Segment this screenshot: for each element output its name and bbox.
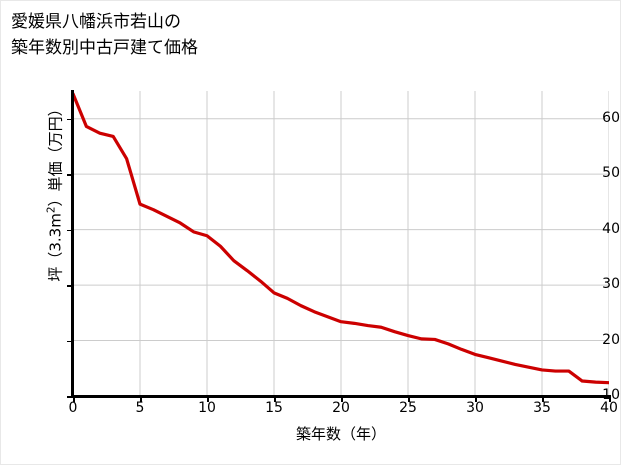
y-tick-mark — [67, 229, 72, 232]
y-tick-label: 10 — [602, 387, 620, 403]
x-axis-line — [71, 395, 611, 398]
y-tick-label: 50 — [602, 165, 620, 182]
plot-area — [73, 91, 609, 396]
x-tick-label: 30 — [466, 400, 484, 416]
x-tick-label: 20 — [332, 400, 350, 416]
y-tick-mark — [67, 396, 72, 398]
x-tick-label: 10 — [198, 400, 216, 416]
x-tick-mark — [341, 397, 343, 402]
x-tick-label: 40 — [600, 400, 618, 416]
x-axis-label: 築年数（年） — [295, 425, 386, 443]
chart-title: 愛媛県八幡浜市若山の 築年数別中古戸建て価格 — [11, 12, 198, 58]
y-tick-label: 60 — [602, 109, 620, 126]
x-tick-label: 15 — [265, 400, 283, 416]
plot-svg — [73, 91, 609, 396]
x-tick-mark — [274, 397, 276, 402]
y-tick-label: 40 — [602, 220, 620, 237]
price-line-series — [73, 92, 609, 385]
x-tick-mark — [207, 397, 209, 402]
y-tick-mark — [67, 118, 72, 121]
x-tick-label: 25 — [399, 400, 417, 416]
y-tick-mark — [67, 174, 72, 176]
y-axis-label: 坪（3.3m2）単価（万円） — [45, 101, 65, 282]
vertical-gridlines — [73, 91, 609, 396]
x-tick-mark — [140, 397, 142, 402]
x-tick-mark — [408, 397, 410, 402]
y-tick-mark — [67, 285, 72, 287]
x-tick-mark — [542, 397, 544, 402]
x-tick-label: 5 — [135, 400, 145, 416]
x-tick-label: 35 — [533, 400, 551, 416]
x-tick-mark — [475, 397, 477, 402]
y-tick-label: 20 — [602, 331, 620, 348]
y-tick-mark — [67, 340, 72, 343]
x-tick-mark — [73, 397, 75, 402]
x-tick-label: 0 — [68, 400, 78, 416]
y-tick-label: 30 — [602, 276, 620, 293]
x-tick-mark — [609, 397, 611, 402]
y-axis-line — [71, 90, 74, 397]
